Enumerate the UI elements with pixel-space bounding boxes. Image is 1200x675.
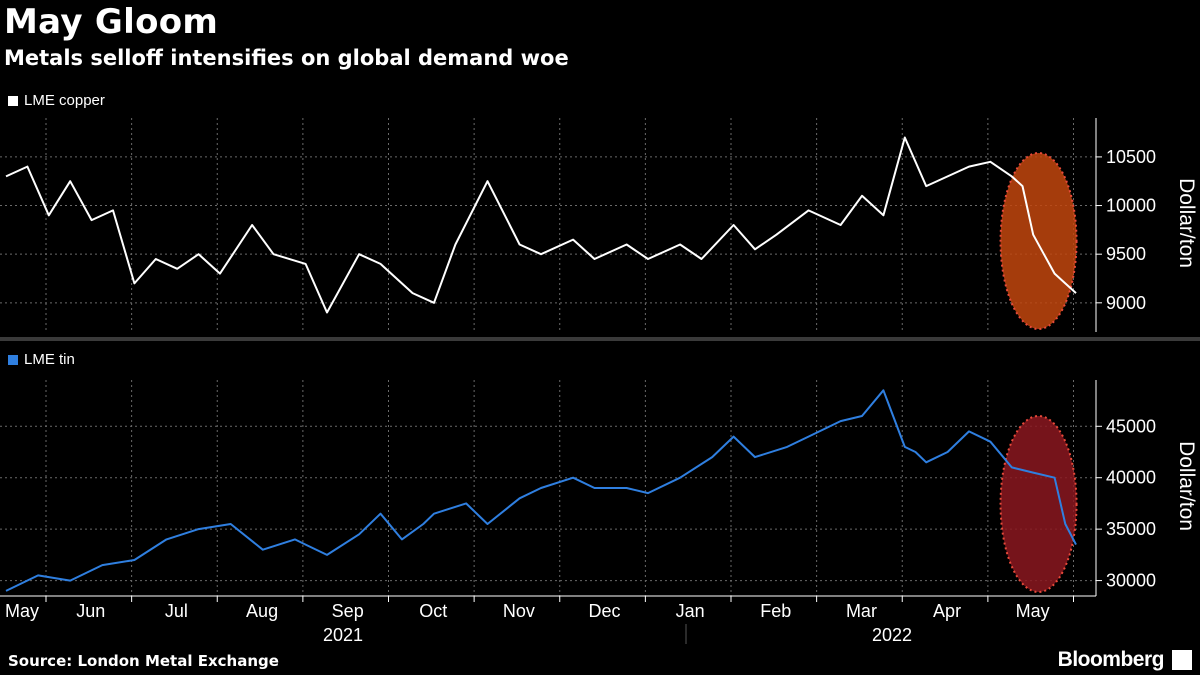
series-line	[5, 389, 1077, 592]
legend-tin-label: LME tin	[24, 351, 75, 368]
bloomberg-logo: Bloomberg	[1057, 648, 1165, 671]
y-axis-label: Dollar/ton	[1175, 178, 1198, 268]
y-tick-label: 10500	[1106, 147, 1156, 167]
y-tick-label: 40000	[1106, 468, 1156, 488]
x-tick-label: Jun	[76, 601, 105, 621]
chart-title: May Gloom	[4, 2, 219, 42]
y-tick-label: 9000	[1106, 293, 1146, 313]
highlight-ellipse	[999, 415, 1078, 593]
x-tick-label: Jul	[165, 601, 188, 621]
legend-copper: LME copper	[8, 92, 105, 109]
legend-tin: LME tin	[8, 351, 75, 368]
x-tick-label: Sep	[332, 601, 364, 621]
bloomberg-icon	[1172, 650, 1192, 670]
panel-separator	[0, 337, 1200, 341]
highlight-ellipse	[999, 152, 1078, 330]
y-axis-label: Dollar/ton	[1175, 441, 1198, 531]
legend-copper-swatch	[8, 95, 18, 106]
legend-tin-swatch	[8, 354, 18, 365]
source-note: Source: London Metal Exchange	[8, 652, 279, 670]
y-tick-label: 30000	[1106, 571, 1156, 591]
x-tick-label: May	[5, 601, 39, 621]
x-tick-label: Jan	[676, 601, 705, 621]
legend-copper-label: LME copper	[24, 92, 105, 109]
x-tick-label: Mar	[846, 601, 877, 621]
x-tick-label: Nov	[503, 601, 535, 621]
x-tick-label: Dec	[589, 601, 621, 621]
year-label: 2022	[872, 625, 912, 645]
chart-subtitle: Metals selloff intensifies on global dem…	[4, 46, 569, 70]
x-tick-label: Feb	[760, 601, 791, 621]
x-tick-label: Aug	[246, 601, 278, 621]
x-tick-label: Apr	[933, 601, 961, 621]
x-tick-label: May	[1016, 601, 1050, 621]
y-tick-label: 35000	[1106, 519, 1156, 539]
year-label: 2021	[323, 625, 363, 645]
series-line	[5, 136, 1077, 314]
y-tick-label: 9500	[1106, 244, 1146, 264]
x-tick-label: Oct	[419, 601, 447, 621]
y-tick-label: 10000	[1106, 196, 1156, 216]
y-tick-label: 45000	[1106, 416, 1156, 436]
